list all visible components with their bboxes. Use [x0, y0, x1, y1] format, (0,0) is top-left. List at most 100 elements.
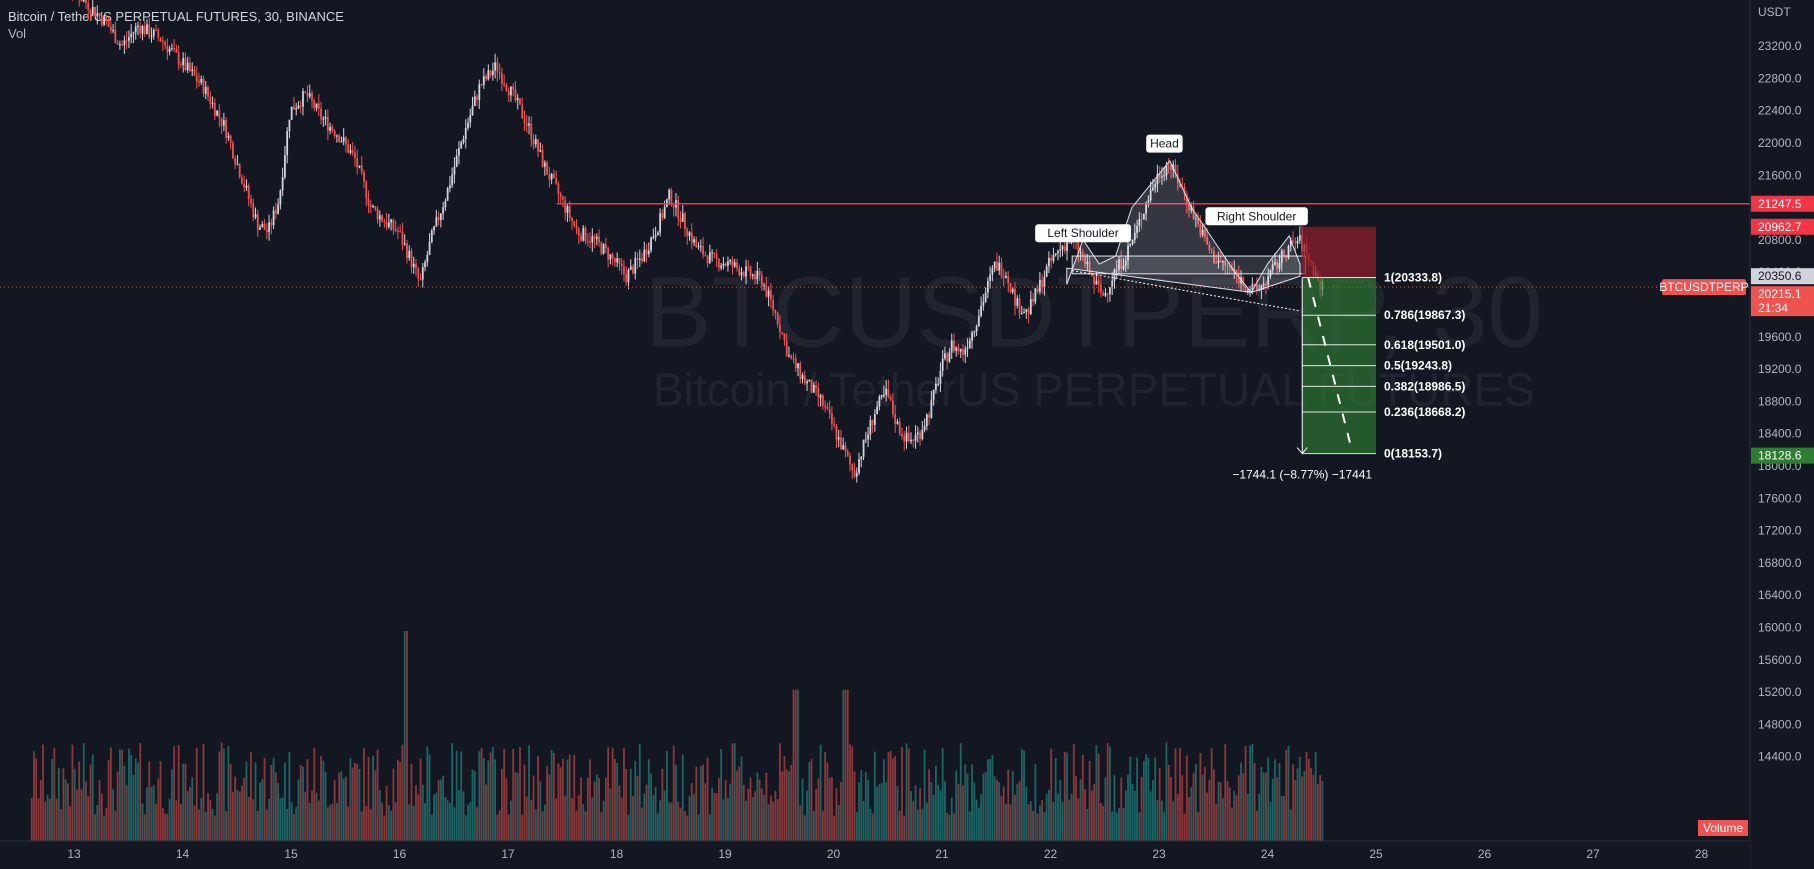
volume-bar — [528, 745, 530, 841]
volume-bar — [831, 777, 833, 841]
candle-body — [774, 310, 777, 314]
candle-body — [469, 115, 472, 123]
volume-bar — [259, 782, 261, 841]
volume-bar — [1303, 770, 1306, 841]
volume-bar — [1131, 783, 1134, 841]
candle-body — [256, 214, 259, 230]
time-tick-label: 19 — [718, 847, 732, 861]
candle-body — [765, 285, 768, 297]
volume-bar — [641, 807, 643, 841]
volume-bar — [1174, 748, 1177, 841]
volume-bar — [763, 795, 766, 841]
volume-bar — [1265, 772, 1267, 841]
volume-bar — [840, 781, 842, 841]
volume-bar — [684, 811, 686, 841]
price-tick-label: 22800.0 — [1758, 71, 1802, 85]
candle-body — [80, 0, 83, 2]
volume-bar — [351, 767, 354, 841]
candle-body — [837, 437, 840, 440]
candle-body — [1106, 293, 1109, 295]
candle-body — [824, 405, 827, 407]
candle-body — [297, 105, 300, 109]
candle-body — [670, 189, 673, 206]
price-tick-label: 22400.0 — [1758, 104, 1802, 118]
volume-bar — [118, 749, 121, 841]
candle-body — [424, 262, 426, 268]
volume-bar — [803, 815, 806, 841]
candle-body — [638, 258, 641, 260]
volume-bar — [286, 808, 289, 841]
candle-body — [363, 172, 365, 182]
volume-bar — [342, 778, 345, 841]
time-tick-label: 17 — [501, 847, 515, 861]
volume-bar — [661, 768, 664, 841]
volume-bar — [1138, 812, 1141, 841]
price-tick-label: 15200.0 — [1758, 685, 1802, 699]
volume-bar — [103, 815, 105, 841]
volume-indicator-label[interactable]: Vol — [8, 26, 27, 41]
candle-body — [1029, 298, 1032, 314]
volume-bar — [505, 778, 508, 841]
candle-body — [1289, 240, 1292, 246]
volume-bar — [116, 771, 119, 841]
volume-bar — [901, 746, 903, 841]
candle-body — [530, 123, 533, 140]
volume-bar — [1057, 793, 1059, 841]
candle-body — [808, 380, 811, 382]
volume-bar — [1090, 790, 1093, 841]
volume-bar — [247, 797, 250, 841]
symbol-tag-bg — [1662, 279, 1746, 296]
candle-body — [1258, 289, 1261, 291]
volume-bar — [722, 799, 725, 841]
candle-body — [806, 381, 808, 384]
candle-body — [331, 126, 334, 131]
candle-body — [817, 388, 820, 398]
candle-body — [1000, 262, 1003, 277]
candle-body — [1023, 311, 1025, 313]
candle-body — [345, 137, 347, 144]
volume-bar — [1237, 775, 1240, 841]
volume-bar — [376, 749, 379, 841]
volume-bar — [1242, 773, 1245, 841]
candle-body — [989, 274, 992, 282]
time-axis: 13 14 15 16 17 18 19 20 21 22 23 24 25 26 27 28 — [0, 840, 1750, 869]
candle-body — [268, 222, 270, 232]
volume-tag: Volume — [1703, 821, 1743, 835]
candle-body — [164, 42, 166, 46]
volume-bar — [234, 776, 237, 841]
price-badge — [1751, 218, 1814, 235]
volume-bar — [164, 813, 166, 841]
candle-body — [1188, 204, 1190, 211]
candle-body — [1179, 183, 1181, 187]
candle-body — [846, 451, 849, 456]
time-tick-label: 25 — [1369, 847, 1383, 861]
volume-bar — [1258, 793, 1261, 841]
candle-body — [598, 236, 600, 243]
volume-bar — [1133, 790, 1136, 841]
candle-body — [575, 225, 578, 229]
volume-bar — [595, 774, 598, 841]
candle-body — [311, 93, 313, 101]
volume-bar — [607, 747, 610, 841]
volume-bar — [356, 763, 359, 841]
candle-body — [209, 96, 212, 104]
volume-bar — [681, 754, 684, 841]
candle-body — [360, 165, 363, 173]
volume-bar — [887, 751, 890, 841]
candle-body — [966, 347, 969, 349]
volume-bar — [430, 814, 433, 841]
candle-body — [324, 117, 327, 119]
volume-bar — [401, 744, 404, 841]
volume-bar — [55, 798, 58, 841]
volume-bar — [406, 631, 408, 841]
volume-bar — [1124, 790, 1127, 841]
volume-bar — [616, 762, 619, 841]
candle-body — [862, 439, 865, 457]
volume-bar — [964, 764, 967, 841]
volume-bar — [1267, 757, 1270, 841]
volume-bar — [860, 770, 863, 841]
volume-bar — [910, 791, 912, 841]
volume-bar — [241, 785, 243, 841]
volume-bar — [1194, 764, 1197, 841]
